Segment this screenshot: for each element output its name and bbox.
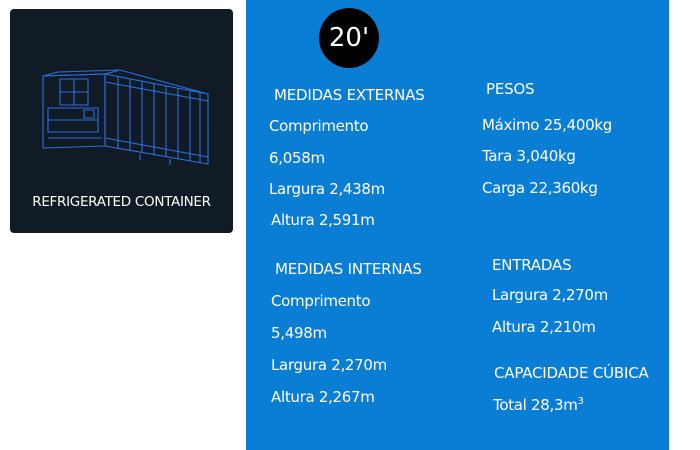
internal-dimensions-heading: MEDIDAS INTERNAS <box>275 260 422 278</box>
external-length-value: 6,058m <box>269 149 325 167</box>
internal-length-label: Comprimento <box>271 292 371 310</box>
specs-panel: 20' MEDIDAS EXTERNAS Comprimento 6,058m … <box>246 0 669 450</box>
product-title: REFRIGERATED CONTAINER <box>32 194 211 210</box>
cubic-capacity-total: Total 28,3m3 <box>493 396 584 414</box>
external-length-label: Comprimento <box>269 117 369 135</box>
internal-height: Altura 2,267m <box>271 388 375 406</box>
cubic-capacity-heading: CAPACIDADE CÚBICA <box>494 364 649 382</box>
weights-heading: PESOS <box>486 80 535 98</box>
entrance-height: Altura 2,210m <box>492 318 596 336</box>
internal-length-value: 5,498m <box>271 324 327 342</box>
weight-max: Máximo 25,400kg <box>482 116 612 134</box>
size-badge: 20' <box>319 8 379 68</box>
weight-tare: Tara 3,040kg <box>482 147 576 165</box>
refrigerated-container-wireframe-icon <box>42 69 209 165</box>
external-height: Altura 2,591m <box>271 211 375 229</box>
weight-payload: Carga 22,360kg <box>482 179 598 197</box>
external-width: Largura 2,438m <box>269 180 385 198</box>
entrances-heading: ENTRADAS <box>492 256 572 274</box>
product-card[interactable]: REFRIGERATED CONTAINER <box>10 9 233 233</box>
entrance-width: Largura 2,270m <box>492 286 608 304</box>
external-dimensions-heading: MEDIDAS EXTERNAS <box>274 86 425 104</box>
cubic-capacity-value: Total 28,3m <box>493 396 578 414</box>
internal-width: Largura 2,270m <box>271 356 387 374</box>
cubic-unit-exponent: 3 <box>577 396 584 407</box>
